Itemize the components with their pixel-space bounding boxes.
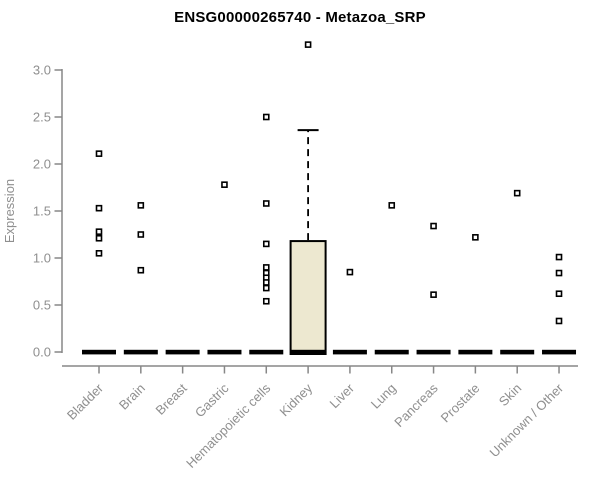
- x-tick-label: Brain: [116, 381, 148, 413]
- data-point: [262, 200, 270, 207]
- data-point: [513, 189, 521, 197]
- median-bar: [500, 349, 535, 355]
- y-tick-label: 3.0: [33, 63, 51, 78]
- x-tick-label: Gastric: [192, 380, 232, 420]
- x-tick-label: Lung: [368, 381, 399, 412]
- median-bar: [542, 349, 577, 355]
- y-axis-label: Expression: [2, 179, 17, 243]
- data-point: [472, 234, 479, 241]
- y-tick-label: 2.5: [33, 110, 51, 125]
- median-bar: [458, 349, 493, 355]
- x-tick-label: Skin: [496, 381, 524, 409]
- median-bar: [165, 349, 200, 355]
- data-point: [555, 269, 563, 277]
- data-point: [221, 181, 228, 188]
- median-bar: [207, 349, 242, 355]
- x-tick-label: Breast: [153, 380, 190, 417]
- x-tick-label: Kidney: [277, 380, 316, 419]
- data-point: [262, 113, 270, 121]
- y-tick-label: 1.5: [33, 204, 51, 219]
- y-tick-label: 1.0: [33, 251, 51, 266]
- data-point: [95, 204, 103, 212]
- median-bar: [416, 349, 451, 355]
- data-point: [95, 150, 103, 157]
- median-bar: [291, 349, 326, 355]
- x-tick-label: Prostate: [438, 381, 483, 426]
- data-point: [346, 268, 354, 276]
- median-bar: [123, 349, 158, 355]
- data-point: [555, 317, 563, 325]
- data-point: [95, 228, 103, 235]
- data-point: [95, 250, 103, 257]
- chart-title: ENSG00000265740 - Metazoa_SRP: [174, 9, 426, 26]
- y-tick-label: 0.0: [33, 345, 51, 360]
- data-point: [262, 297, 270, 305]
- x-tick-label: Liver: [327, 380, 358, 411]
- y-tick-label: 2.0: [33, 157, 51, 172]
- data-point: [137, 202, 145, 209]
- median-bar: [249, 349, 284, 355]
- median-bar: [82, 349, 116, 355]
- data-point: [95, 234, 103, 242]
- data-point: [262, 284, 270, 292]
- data-point: [304, 41, 312, 48]
- data-point: [430, 222, 437, 230]
- data-point: [137, 266, 145, 274]
- x-tick-label: Pancreas: [391, 380, 441, 430]
- data-point: [430, 291, 437, 298]
- median-bar: [332, 349, 367, 355]
- data-point: [262, 279, 270, 286]
- x-tick-label: Bladder: [64, 380, 107, 423]
- y-tick-label: 0.5: [33, 298, 51, 313]
- data-point: [262, 240, 270, 248]
- box: [289, 240, 327, 355]
- data-point: [555, 290, 563, 298]
- x-tick-label: Unknown / Other: [487, 380, 567, 460]
- data-point: [388, 202, 396, 209]
- median-bar: [374, 349, 409, 355]
- data-point: [262, 264, 270, 271]
- data-point: [137, 231, 145, 238]
- data-point: [555, 253, 563, 261]
